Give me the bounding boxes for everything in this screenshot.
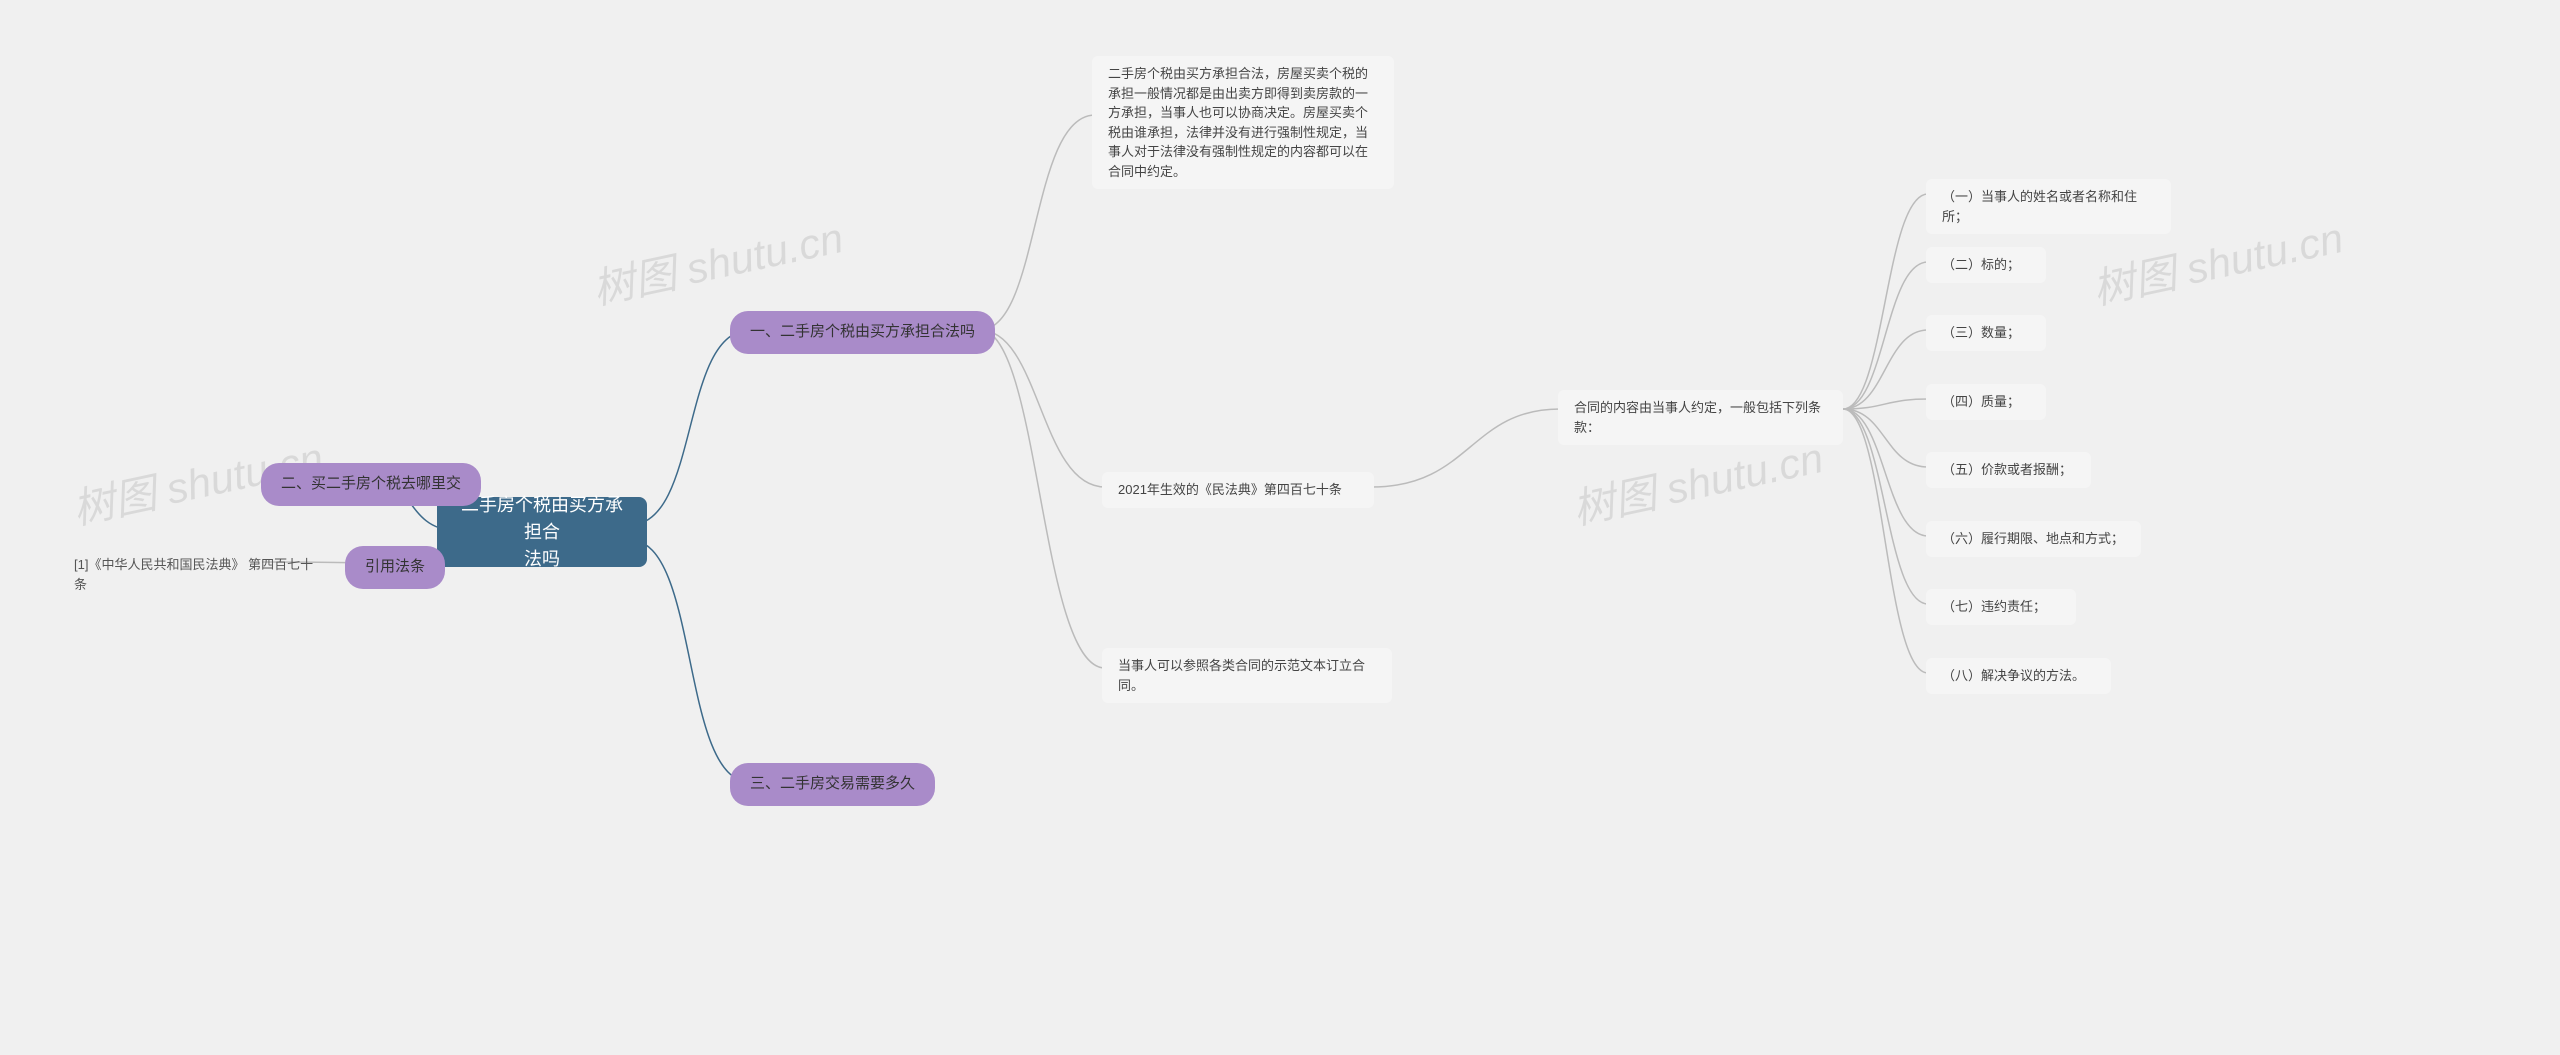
law-item-2-text: （二）标的； <box>1942 255 2020 275</box>
ref-node[interactable]: 引用法条 <box>345 546 445 589</box>
law-title[interactable]: 2021年生效的《民法典》第四百七十条 <box>1102 472 1374 508</box>
section-2[interactable]: 二、买二手房个税去哪里交 <box>261 463 481 506</box>
law-item-3-text: （三）数量； <box>1942 323 2020 343</box>
law-item-7-text: （七）违约责任； <box>1942 597 2046 617</box>
law-item-6-text: （六）履行期限、地点和方式； <box>1942 529 2124 549</box>
ref-label: 引用法条 <box>365 556 425 579</box>
law-title-text: 2021年生效的《民法典》第四百七十条 <box>1118 480 1342 500</box>
law-note[interactable]: 当事人可以参照各类合同的示范文本订立合同。 <box>1102 648 1392 703</box>
law-item-1-text: （一）当事人的姓名或者名称和住所； <box>1942 187 2155 226</box>
ref-item-label: [1]《中华人民共和国民法典》 第四百七十条 <box>74 555 322 594</box>
law-item-6[interactable]: （六）履行期限、地点和方式； <box>1926 521 2141 557</box>
section-3[interactable]: 三、二手房交易需要多久 <box>730 763 935 806</box>
section-2-label: 二、买二手房个税去哪里交 <box>281 473 461 496</box>
section-1-label: 一、二手房个税由买方承担合法吗 <box>750 321 975 344</box>
law-item-8[interactable]: （八）解决争议的方法。 <box>1926 658 2111 694</box>
root-node[interactable]: 二手房个税由买方承担合 法吗 <box>437 497 647 567</box>
law-item-5-text: （五）价款或者报酬； <box>1942 460 2072 480</box>
law-item-7[interactable]: （七）违约责任； <box>1926 589 2076 625</box>
watermark: 树图 shutu.cn <box>586 204 848 317</box>
law-item-8-text: （八）解决争议的方法。 <box>1942 666 2085 686</box>
section-1[interactable]: 一、二手房个税由买方承担合法吗 <box>730 311 995 354</box>
law-item-1[interactable]: （一）当事人的姓名或者名称和住所； <box>1926 179 2171 234</box>
law-item-2[interactable]: （二）标的； <box>1926 247 2046 283</box>
root-text-line2: 法吗 <box>524 546 560 573</box>
section-3-label: 三、二手房交易需要多久 <box>750 773 915 796</box>
law-intro-text: 合同的内容由当事人约定，一般包括下列条款： <box>1574 398 1827 437</box>
section-1-desc-text: 二手房个税由买方承担合法，房屋买卖个税的承担一般情况都是由出卖方即得到卖房款的一… <box>1108 64 1378 181</box>
root-text-line1: 二手房个税由买方承担合 <box>453 492 631 546</box>
law-note-text: 当事人可以参照各类合同的示范文本订立合同。 <box>1118 656 1376 695</box>
law-item-4[interactable]: （四）质量； <box>1926 384 2046 420</box>
law-item-3[interactable]: （三）数量； <box>1926 315 2046 351</box>
law-item-4-text: （四）质量； <box>1942 392 2020 412</box>
law-item-5[interactable]: （五）价款或者报酬； <box>1926 452 2091 488</box>
ref-item[interactable]: [1]《中华人民共和国民法典》 第四百七十条 <box>58 547 338 602</box>
section-1-desc[interactable]: 二手房个税由买方承担合法，房屋买卖个税的承担一般情况都是由出卖方即得到卖房款的一… <box>1092 56 1394 189</box>
law-intro[interactable]: 合同的内容由当事人约定，一般包括下列条款： <box>1558 390 1843 445</box>
